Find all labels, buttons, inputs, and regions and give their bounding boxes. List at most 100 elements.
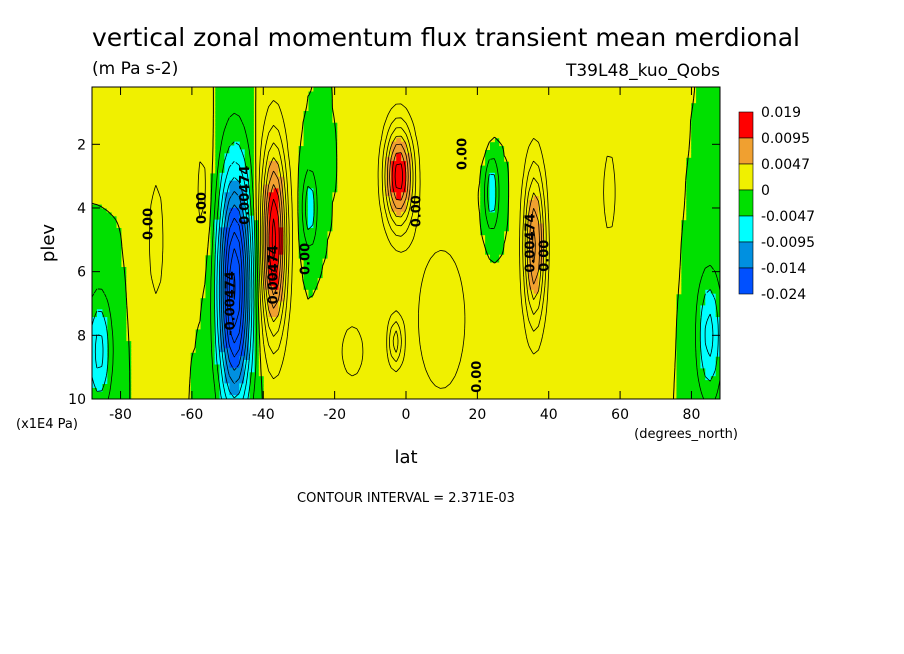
field-cell bbox=[602, 110, 608, 115]
field-cell bbox=[670, 180, 677, 186]
field-cell bbox=[415, 231, 422, 236]
field-cell bbox=[479, 87, 486, 92]
field-cell bbox=[381, 141, 387, 147]
field-cell bbox=[131, 176, 137, 182]
field-cell bbox=[410, 262, 417, 267]
field-cell bbox=[420, 122, 427, 127]
field-cell bbox=[666, 239, 672, 244]
field-cell bbox=[170, 184, 177, 189]
field-cell bbox=[474, 184, 481, 189]
field-cell bbox=[602, 200, 608, 205]
field-cell bbox=[371, 122, 378, 127]
field-cell bbox=[165, 211, 172, 217]
field-cell bbox=[150, 184, 157, 189]
field-cell bbox=[602, 176, 608, 182]
field-cell bbox=[430, 196, 437, 201]
field-cell bbox=[278, 129, 284, 135]
field-cell bbox=[666, 250, 672, 256]
field-cell bbox=[371, 149, 378, 154]
field-cell bbox=[513, 98, 520, 104]
field-cell bbox=[175, 235, 181, 240]
field-cell bbox=[420, 157, 427, 162]
field-cell bbox=[150, 149, 157, 154]
field-cell bbox=[263, 188, 270, 193]
field-cell bbox=[406, 157, 412, 162]
field-cell bbox=[435, 172, 441, 178]
field-cell bbox=[675, 161, 682, 166]
field-cell bbox=[356, 235, 363, 240]
field-cell bbox=[141, 161, 147, 166]
field-cell bbox=[160, 180, 167, 186]
field-cell bbox=[106, 110, 113, 115]
field-cell bbox=[553, 266, 559, 271]
field-cell bbox=[131, 246, 137, 252]
field-cell bbox=[293, 180, 299, 186]
plot-area bbox=[92, 87, 720, 399]
field-cell bbox=[592, 172, 598, 178]
field-cell bbox=[111, 98, 118, 104]
field-cell bbox=[352, 114, 358, 119]
field-cell bbox=[406, 141, 412, 147]
field-cell bbox=[415, 196, 422, 201]
field-cell bbox=[155, 106, 162, 111]
field-cell bbox=[607, 176, 613, 182]
field-cell bbox=[273, 106, 280, 111]
field-cell bbox=[342, 176, 348, 182]
field-cell bbox=[253, 184, 260, 189]
field-cell bbox=[332, 243, 338, 248]
field-cell bbox=[548, 211, 554, 217]
field-cell bbox=[518, 266, 525, 271]
field-cell bbox=[347, 235, 353, 240]
field-cell bbox=[92, 192, 98, 197]
field-cell bbox=[563, 215, 569, 221]
field-cell bbox=[435, 239, 441, 244]
field-cell bbox=[366, 133, 373, 139]
field-cell bbox=[445, 258, 451, 264]
field-cell bbox=[445, 172, 451, 178]
field-cell bbox=[675, 180, 682, 186]
field-cell bbox=[126, 215, 132, 221]
field-cell bbox=[420, 141, 427, 147]
field-cell bbox=[376, 184, 383, 189]
field-cell bbox=[126, 200, 132, 205]
field-cell bbox=[229, 204, 235, 209]
field-cell bbox=[675, 165, 682, 170]
field-cell bbox=[450, 126, 456, 131]
field-cell bbox=[528, 192, 535, 197]
field-cell bbox=[435, 192, 441, 197]
field-cell bbox=[180, 270, 186, 275]
field-cell bbox=[425, 141, 432, 147]
field-cell bbox=[646, 239, 652, 244]
field-cell bbox=[121, 235, 127, 240]
field-cell bbox=[518, 246, 525, 252]
field-cell bbox=[101, 126, 108, 131]
field-cell bbox=[553, 145, 559, 150]
field-cell bbox=[361, 211, 368, 217]
field-cell bbox=[185, 211, 191, 217]
field-cell bbox=[518, 211, 525, 217]
field-cell bbox=[190, 266, 196, 271]
field-cell bbox=[420, 137, 427, 143]
field-cell bbox=[401, 172, 407, 178]
field-cell bbox=[263, 122, 270, 127]
field-cell bbox=[509, 94, 515, 100]
field-cell bbox=[244, 204, 250, 209]
field-cell bbox=[126, 110, 132, 115]
field-cell bbox=[347, 141, 353, 147]
field-cell bbox=[533, 157, 540, 162]
field-cell bbox=[567, 172, 574, 178]
field-cell bbox=[268, 192, 275, 197]
field-cell bbox=[513, 254, 520, 260]
field-cell bbox=[199, 215, 206, 221]
field-cell bbox=[631, 106, 638, 111]
field-cell bbox=[229, 250, 235, 256]
field-cell bbox=[666, 141, 672, 147]
field-cell bbox=[563, 133, 569, 139]
field-cell bbox=[445, 192, 451, 197]
field-cell bbox=[150, 246, 157, 252]
field-cell bbox=[435, 262, 441, 267]
field-cell bbox=[666, 231, 672, 236]
field-cell bbox=[464, 90, 471, 96]
field-cell bbox=[342, 192, 348, 197]
field-cell bbox=[111, 129, 118, 135]
